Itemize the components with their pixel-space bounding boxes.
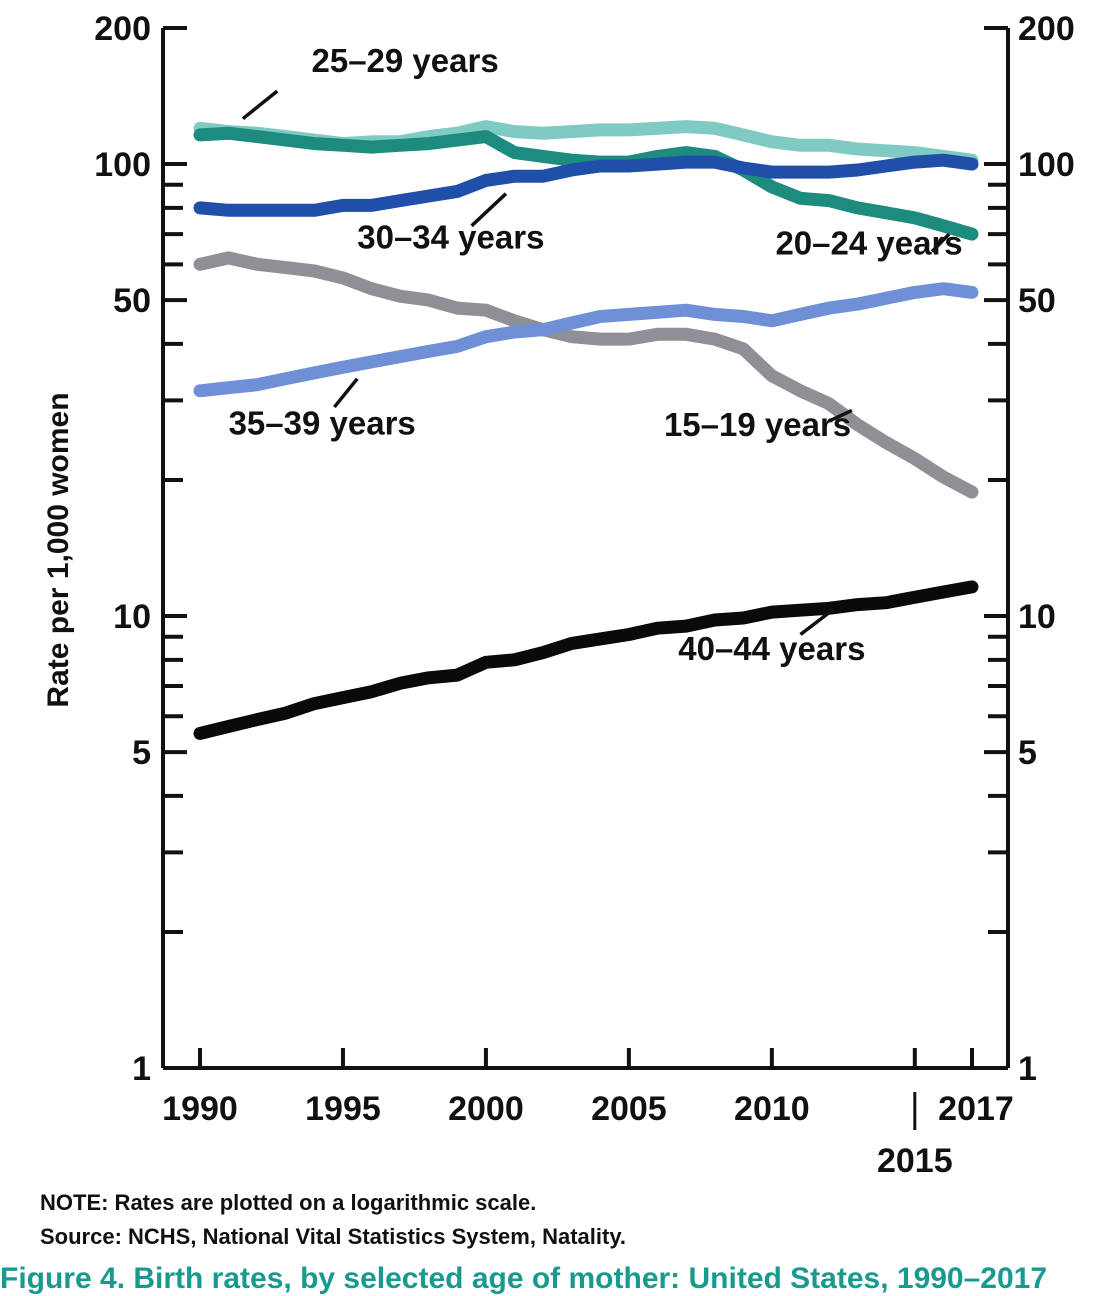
y-tick-label-right: 10 <box>1018 598 1056 636</box>
x-tick-label: 1995 <box>305 1090 381 1128</box>
y-tick-label-right: 100 <box>1018 146 1075 184</box>
series-label-30-34: 30–34 years <box>357 219 544 256</box>
source-text: Source: NCHS, National Vital Statistics … <box>40 1224 627 1249</box>
axes: 1 1 5 5 10 10 50 50 100 100 200 200 1990 1995 2000 2005… <box>94 10 1074 1180</box>
y-tick-label-left: 100 <box>94 146 151 184</box>
x-tick-label: 2005 <box>591 1090 667 1128</box>
label-leader-15-19 <box>828 408 853 423</box>
y-tick-label-left: 1 <box>132 1050 151 1088</box>
series-labels: 25–29 years 20–24 years 30–34 years 35–39 y… <box>229 42 963 667</box>
label-leader-40-44 <box>799 606 836 636</box>
label-leader-30-34 <box>470 192 508 228</box>
figure-caption: Figure 4. Birth rates, by selected age o… <box>0 1262 1048 1295</box>
y-tick-label-left: 5 <box>132 734 151 772</box>
y-tick-label-right: 200 <box>1018 10 1075 48</box>
x-tick-label: 2010 <box>734 1090 810 1128</box>
series-label-40-44: 40–44 years <box>678 630 865 667</box>
series-label-35-39: 35–39 years <box>229 405 416 442</box>
series-line-40-44 <box>193 580 979 740</box>
y-tick-label-right: 1 <box>1018 1050 1037 1088</box>
y-tick-label-left: 10 <box>113 598 151 636</box>
x-tick-label: 2000 <box>448 1090 524 1128</box>
x-tick-label: 2017 <box>938 1090 1014 1128</box>
series-label-25-29: 25–29 years <box>312 42 499 79</box>
y-tick-label-right: 50 <box>1018 282 1056 320</box>
y-axis-title: Rate per 1,000 women <box>42 392 75 707</box>
x-tick-label: 1990 <box>162 1090 238 1128</box>
series-line-30-34 <box>193 153 979 217</box>
y-tick-label-right: 5 <box>1018 734 1037 772</box>
note-text: NOTE: Rates are plotted on a logarithmic… <box>40 1190 537 1215</box>
birth-rate-chart: 1 1 5 5 10 10 50 50 100 100 200 200 1990 1995 2000 2005… <box>42 10 1075 1180</box>
y-tick-label-left: 200 <box>94 10 151 48</box>
series-lines <box>193 120 979 740</box>
x-tick-label: 2015 <box>877 1142 953 1180</box>
y-tick-label-left: 50 <box>113 282 151 320</box>
series-line-20-24 <box>193 126 979 241</box>
series-label-20-24: 20–24 years <box>775 225 962 262</box>
series-label-15-19: 15–19 years <box>664 406 851 443</box>
label-leader-20-24 <box>930 232 951 253</box>
series-line-35-39 <box>193 282 979 398</box>
label-leader-35-39 <box>333 377 359 409</box>
label-leader-25-29 <box>241 89 279 121</box>
